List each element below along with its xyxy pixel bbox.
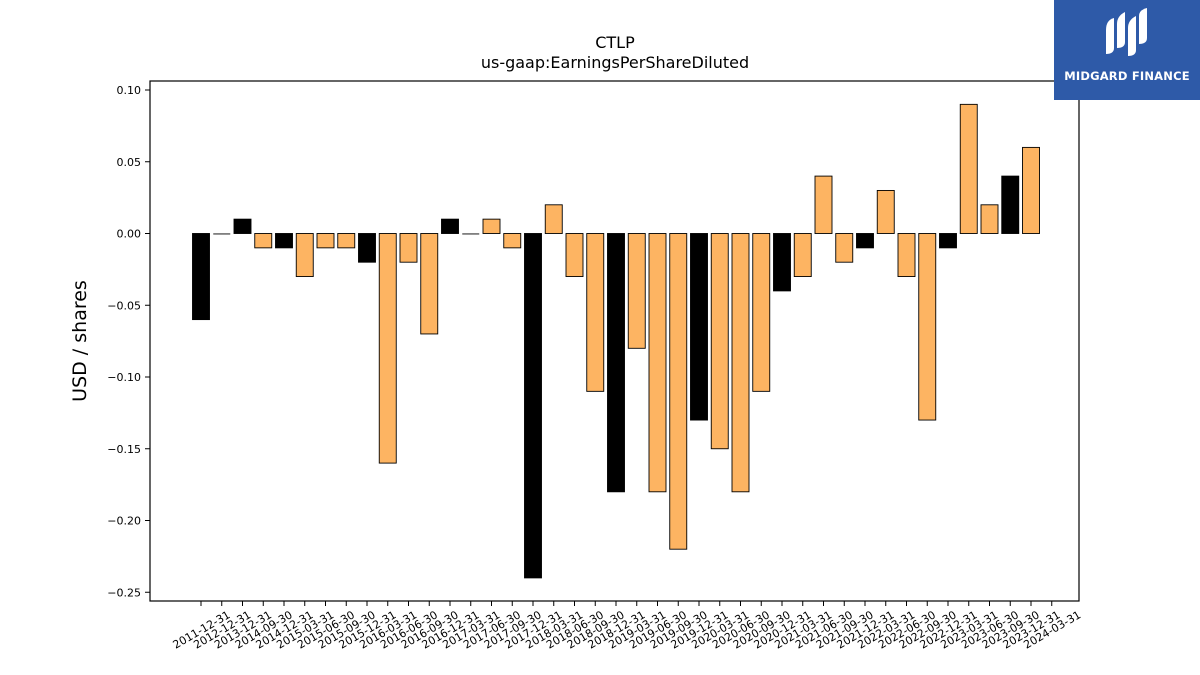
- bar-2022-09-30: [918, 233, 937, 421]
- y-tick-label: 0.00: [117, 228, 142, 241]
- bar-2018-12-31: [607, 233, 625, 493]
- bar-2015-09-30: [337, 233, 356, 249]
- bar-2021-06-30: [814, 175, 833, 234]
- bar-2015-12-31: [358, 233, 376, 263]
- bar-2019-12-31: [690, 233, 708, 421]
- bars-group: [192, 103, 1040, 579]
- bar-2019-06-30: [648, 233, 667, 493]
- bar-2020-06-30: [731, 233, 750, 493]
- y-tick-label: −0.05: [107, 299, 141, 312]
- bar-2017-12-31: [524, 233, 542, 579]
- y-tick-label: −0.15: [107, 443, 141, 456]
- bar-2018-09-30: [586, 233, 605, 392]
- bar-2020-09-30: [752, 233, 771, 392]
- y-tick-label: −0.20: [107, 515, 141, 528]
- bar-2016-03-31: [378, 233, 397, 464]
- y-tick-label: −0.25: [107, 586, 141, 599]
- bar-2014-09-30: [254, 233, 273, 249]
- bar-2018-06-30: [565, 233, 584, 277]
- bar-2017-06-30: [482, 218, 501, 234]
- bar-2022-12-31: [939, 233, 957, 249]
- chart-subtitle: us-gaap:EarningsPerShareDiluted: [481, 53, 749, 72]
- bar-2023-06-30: [980, 204, 999, 234]
- bar-2021-09-30: [835, 233, 854, 263]
- bar-2023-12-31: [1022, 146, 1040, 234]
- y-tick-label: −0.10: [107, 371, 141, 384]
- y-axis-label: USD / shares: [69, 280, 91, 402]
- midgard-logo-icon: [1106, 8, 1147, 56]
- bar-2016-12-31: [441, 218, 459, 234]
- bar-2011-12-31: [192, 233, 210, 321]
- midgard-finance-logo: MIDGARD FINANCE: [1054, 0, 1200, 100]
- bar-2023-09-30: [1001, 175, 1020, 234]
- bar-2022-06-30: [897, 233, 916, 277]
- bar-2017-09-30: [503, 233, 522, 249]
- y-axis-ticks: 0.10 0.05 0.00 −0.05 −0.10 −0.15 −0.20 −0.25: [107, 84, 150, 599]
- bar-2023-03-31: [959, 103, 978, 234]
- bar-2019-03-31: [627, 233, 646, 349]
- bar-2022-03-31: [876, 189, 895, 234]
- logo-text: MIDGARD FINANCE: [1064, 69, 1190, 83]
- plot-frame: [149, 80, 1080, 602]
- bar-2012-12-31: [213, 233, 231, 235]
- bar-2015-03-31: [295, 233, 314, 277]
- bar-2020-03-31: [710, 233, 729, 450]
- bar-2016-06-30: [399, 233, 418, 263]
- bar-2017-03-31: [462, 233, 480, 235]
- bar-2020-12-31: [773, 233, 791, 292]
- y-tick-label: 0.05: [117, 156, 142, 169]
- bar-2021-12-31: [856, 233, 874, 249]
- bar-2014-12-31: [275, 233, 293, 249]
- y-tick-label: 0.10: [117, 84, 142, 97]
- bar-2013-12-31: [233, 218, 252, 234]
- bar-2018-03-31: [544, 204, 563, 234]
- bar-2015-06-30: [316, 233, 335, 249]
- bar-2016-09-30: [420, 233, 439, 335]
- chart-title: CTLP: [595, 33, 635, 52]
- x-axis-ticks: 2011-12-312012-12-312013-12-312014-09-30…: [171, 601, 1083, 652]
- bar-2019-09-30: [669, 233, 688, 550]
- bar-2021-03-31: [793, 233, 812, 277]
